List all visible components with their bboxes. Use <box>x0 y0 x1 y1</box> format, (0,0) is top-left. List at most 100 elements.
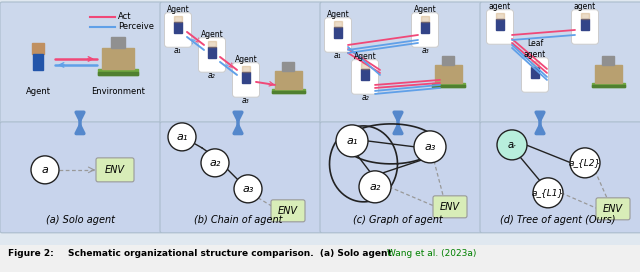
Text: ENV: ENV <box>278 206 298 216</box>
Circle shape <box>570 148 600 178</box>
Bar <box>243 66 250 72</box>
Text: Figure 2:: Figure 2: <box>8 249 54 258</box>
Text: a₁: a₁ <box>174 46 182 55</box>
Bar <box>243 72 250 83</box>
Text: Leaf
agent: Leaf agent <box>524 39 546 59</box>
Text: (d) Tree of agent (Ours): (d) Tree of agent (Ours) <box>500 215 616 225</box>
Bar <box>334 21 342 27</box>
Bar <box>421 23 429 33</box>
FancyBboxPatch shape <box>412 13 438 47</box>
Text: Agent: Agent <box>413 5 436 14</box>
FancyBboxPatch shape <box>596 198 630 220</box>
Text: a₁: a₁ <box>346 136 358 146</box>
Bar <box>208 47 216 58</box>
Bar <box>174 23 182 33</box>
FancyBboxPatch shape <box>164 13 191 47</box>
Bar <box>98 72 138 75</box>
Bar <box>271 91 305 93</box>
Circle shape <box>31 156 59 184</box>
FancyBboxPatch shape <box>96 158 134 182</box>
FancyBboxPatch shape <box>271 200 305 222</box>
Text: a₁: a₁ <box>176 132 188 142</box>
Circle shape <box>201 149 229 177</box>
Circle shape <box>414 131 446 163</box>
Text: Agent: Agent <box>166 5 189 14</box>
Text: (a) Solo agent: (a) Solo agent <box>45 215 115 225</box>
FancyBboxPatch shape <box>351 60 378 94</box>
Text: Agent: Agent <box>326 10 349 19</box>
Text: (b) Chain of agent: (b) Chain of agent <box>194 215 282 225</box>
Circle shape <box>497 130 527 160</box>
Text: Agent: Agent <box>235 55 257 64</box>
Text: a₂: a₂ <box>369 182 381 192</box>
Bar <box>602 56 614 65</box>
Bar <box>271 89 305 93</box>
Bar <box>421 16 429 23</box>
Bar <box>102 48 134 69</box>
Bar <box>98 69 138 75</box>
Text: ENV: ENV <box>440 202 460 212</box>
Text: a₁: a₁ <box>334 51 342 60</box>
Bar <box>361 63 369 69</box>
Bar <box>496 13 504 20</box>
Text: (c) Graph of agent: (c) Graph of agent <box>353 215 443 225</box>
Text: Act: Act <box>118 13 131 21</box>
FancyBboxPatch shape <box>0 2 162 124</box>
Bar <box>591 83 625 87</box>
Text: a₂: a₂ <box>361 93 369 102</box>
Text: ENV: ENV <box>105 165 125 175</box>
FancyBboxPatch shape <box>320 2 482 124</box>
Text: ENV: ENV <box>603 204 623 214</box>
Text: Agent: Agent <box>26 87 51 96</box>
FancyBboxPatch shape <box>324 18 351 52</box>
FancyBboxPatch shape <box>320 122 482 233</box>
FancyBboxPatch shape <box>572 10 598 44</box>
Bar <box>275 71 301 89</box>
Text: aᵣ: aᵣ <box>508 140 516 150</box>
Circle shape <box>336 125 368 157</box>
Text: a_{L1}: a_{L1} <box>532 188 564 197</box>
Text: a₃: a₃ <box>243 184 253 194</box>
FancyBboxPatch shape <box>480 2 640 124</box>
Bar <box>334 27 342 38</box>
Text: a_{L2}: a_{L2} <box>569 158 601 167</box>
Circle shape <box>168 123 196 151</box>
Text: Agent: Agent <box>354 52 376 61</box>
Text: a: a <box>42 165 49 175</box>
Text: Agent: Agent <box>200 30 223 39</box>
FancyBboxPatch shape <box>198 38 225 72</box>
FancyBboxPatch shape <box>522 58 548 92</box>
Text: Root
agent: Root agent <box>489 0 511 11</box>
Text: Perceive: Perceive <box>118 23 154 32</box>
Circle shape <box>533 178 563 208</box>
FancyBboxPatch shape <box>0 122 162 233</box>
Text: a₃: a₃ <box>242 96 250 105</box>
FancyBboxPatch shape <box>486 10 513 44</box>
Circle shape <box>234 175 262 203</box>
Text: Wang et al. (2023a): Wang et al. (2023a) <box>387 249 476 258</box>
FancyBboxPatch shape <box>160 2 322 124</box>
Text: Environment: Environment <box>91 87 145 96</box>
Bar <box>33 54 43 70</box>
Bar <box>431 85 465 87</box>
FancyBboxPatch shape <box>480 122 640 233</box>
FancyBboxPatch shape <box>160 122 322 233</box>
Bar <box>208 41 216 47</box>
Bar <box>531 61 539 67</box>
Bar <box>174 16 182 23</box>
FancyBboxPatch shape <box>232 63 259 97</box>
Text: Schematic organizational structure comparison.  (a) Solo agent: Schematic organizational structure compa… <box>68 249 395 258</box>
Bar <box>595 65 621 83</box>
Bar <box>581 13 589 20</box>
Bar <box>111 37 125 48</box>
Bar <box>442 56 454 65</box>
Bar <box>496 20 504 30</box>
Text: Leaf
agent: Leaf agent <box>574 0 596 11</box>
Bar <box>531 67 539 78</box>
Bar <box>282 62 294 71</box>
Text: a₃: a₃ <box>424 142 436 152</box>
Text: a₂: a₂ <box>209 158 221 168</box>
Bar <box>361 69 369 80</box>
Text: a₂: a₂ <box>208 71 216 80</box>
Bar <box>32 43 44 54</box>
